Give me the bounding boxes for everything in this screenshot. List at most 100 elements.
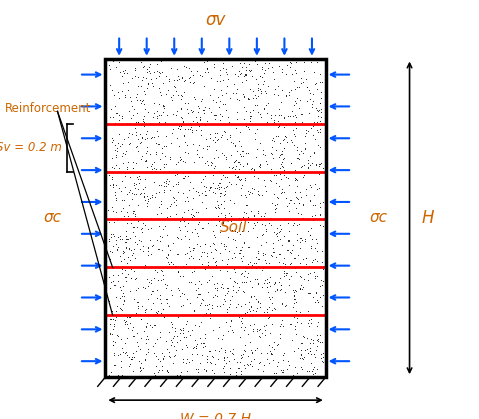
- Point: [143, 84, 151, 91]
- Point: [214, 135, 222, 142]
- Point: [147, 291, 155, 298]
- Point: [203, 253, 210, 260]
- Point: [110, 341, 117, 348]
- Point: [309, 217, 317, 223]
- Point: [236, 215, 243, 221]
- Point: [193, 240, 201, 247]
- Point: [166, 329, 173, 336]
- Point: [139, 220, 147, 227]
- Point: [270, 281, 278, 287]
- Point: [278, 185, 286, 192]
- Point: [237, 247, 245, 253]
- Point: [110, 207, 117, 214]
- Point: [113, 217, 121, 224]
- Point: [118, 371, 125, 378]
- Point: [160, 306, 167, 313]
- Point: [188, 122, 195, 129]
- Point: [158, 69, 165, 75]
- Point: [273, 224, 281, 231]
- Point: [285, 276, 293, 282]
- Point: [220, 357, 228, 363]
- Point: [204, 301, 211, 308]
- Point: [262, 284, 270, 291]
- Point: [116, 284, 124, 290]
- Point: [199, 296, 206, 303]
- Point: [278, 147, 285, 154]
- Point: [261, 183, 269, 190]
- Point: [209, 354, 217, 360]
- Point: [160, 105, 168, 111]
- Point: [314, 129, 321, 135]
- Point: [271, 206, 279, 212]
- Point: [137, 367, 145, 374]
- Point: [126, 93, 134, 100]
- Point: [230, 266, 238, 272]
- Point: [107, 106, 115, 113]
- Point: [298, 119, 306, 125]
- Point: [307, 59, 314, 65]
- Point: [111, 233, 118, 239]
- Point: [304, 350, 312, 357]
- Point: [184, 220, 192, 226]
- Point: [132, 129, 139, 135]
- Point: [135, 303, 142, 309]
- Point: [195, 192, 203, 199]
- Point: [277, 285, 285, 292]
- Point: [145, 279, 153, 285]
- Point: [319, 354, 326, 360]
- Point: [222, 106, 230, 113]
- Point: [210, 63, 218, 70]
- Point: [297, 239, 304, 246]
- Point: [118, 344, 125, 351]
- Point: [167, 201, 175, 208]
- Point: [202, 240, 209, 247]
- Point: [225, 233, 232, 240]
- Point: [179, 190, 187, 197]
- Point: [271, 339, 278, 346]
- Point: [235, 175, 242, 182]
- Point: [148, 165, 156, 172]
- Point: [309, 370, 317, 377]
- Point: [277, 367, 285, 373]
- Point: [261, 327, 269, 334]
- Point: [213, 185, 221, 191]
- Point: [160, 142, 168, 149]
- Point: [229, 140, 237, 146]
- Point: [119, 113, 126, 119]
- Point: [288, 108, 296, 114]
- Point: [205, 187, 213, 194]
- Point: [204, 261, 212, 268]
- Point: [149, 300, 157, 306]
- Point: [216, 266, 223, 273]
- Point: [230, 120, 238, 127]
- Point: [148, 243, 156, 249]
- Point: [207, 158, 215, 165]
- Point: [236, 230, 244, 237]
- Point: [139, 248, 147, 255]
- Point: [256, 73, 264, 80]
- Point: [136, 245, 143, 252]
- Point: [261, 264, 268, 271]
- Point: [172, 181, 180, 187]
- Point: [278, 282, 285, 289]
- Point: [280, 255, 288, 262]
- Point: [227, 151, 234, 158]
- Point: [118, 141, 125, 147]
- Point: [171, 84, 179, 91]
- Point: [310, 68, 318, 75]
- Point: [164, 243, 172, 250]
- Point: [279, 323, 286, 329]
- Point: [187, 124, 195, 130]
- Point: [247, 208, 254, 215]
- Point: [279, 69, 286, 75]
- Point: [198, 96, 205, 103]
- Point: [110, 137, 117, 143]
- Point: [312, 289, 319, 296]
- Point: [113, 247, 121, 253]
- Point: [128, 327, 136, 334]
- Point: [206, 131, 214, 137]
- Point: [134, 119, 142, 125]
- Point: [150, 134, 158, 140]
- Point: [262, 228, 270, 234]
- Point: [142, 131, 150, 138]
